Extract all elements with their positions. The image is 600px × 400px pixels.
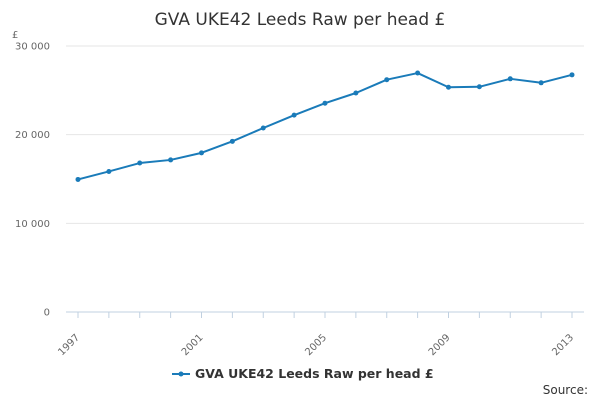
legend-series-label: GVA UKE42 Leeds Raw per head £ bbox=[195, 366, 434, 381]
data-point[interactable] bbox=[538, 80, 544, 86]
y-tick-label: 30 000 bbox=[15, 42, 50, 53]
series-line bbox=[77, 72, 573, 181]
data-point[interactable] bbox=[137, 160, 143, 166]
data-point[interactable] bbox=[353, 90, 359, 96]
x-tick-label: 2009 bbox=[427, 332, 453, 358]
x-tick-label: 2005 bbox=[303, 332, 329, 358]
y-tick-label: 0 bbox=[44, 308, 50, 319]
legend-marker bbox=[178, 371, 184, 377]
data-point[interactable] bbox=[199, 150, 204, 156]
data-point[interactable] bbox=[229, 138, 235, 144]
data-point[interactable] bbox=[106, 168, 112, 174]
data-point[interactable] bbox=[168, 157, 174, 163]
x-axis: 1997 2001 2005 2009 2013 bbox=[56, 311, 584, 358]
data-point[interactable] bbox=[415, 70, 421, 76]
legend[interactable]: GVA UKE42 Leeds Raw per head £ bbox=[172, 366, 434, 381]
data-point[interactable] bbox=[291, 112, 297, 118]
x-tick-label: 1997 bbox=[56, 332, 82, 358]
series-group bbox=[75, 70, 575, 182]
source-label: Source: bbox=[543, 383, 588, 397]
data-point[interactable] bbox=[260, 125, 266, 131]
data-point[interactable] bbox=[75, 176, 81, 182]
gridlines bbox=[66, 45, 584, 224]
x-tick-label: 2013 bbox=[550, 332, 576, 358]
data-point[interactable] bbox=[569, 72, 575, 78]
data-point[interactable] bbox=[446, 84, 451, 90]
data-point[interactable] bbox=[507, 76, 513, 82]
y-axis-ticks: 0 10 000 20 000 30 000 bbox=[15, 42, 50, 319]
y-tick-label: 20 000 bbox=[15, 130, 50, 141]
data-point[interactable] bbox=[384, 77, 390, 83]
chart-title: GVA UKE42 Leeds Raw per head £ bbox=[155, 10, 446, 30]
data-point[interactable] bbox=[476, 84, 482, 90]
x-tick-label: 2001 bbox=[180, 332, 206, 358]
y-tick-label: 10 000 bbox=[15, 219, 50, 230]
data-point[interactable] bbox=[322, 100, 328, 106]
y-axis-unit-label: £ bbox=[12, 30, 18, 41]
